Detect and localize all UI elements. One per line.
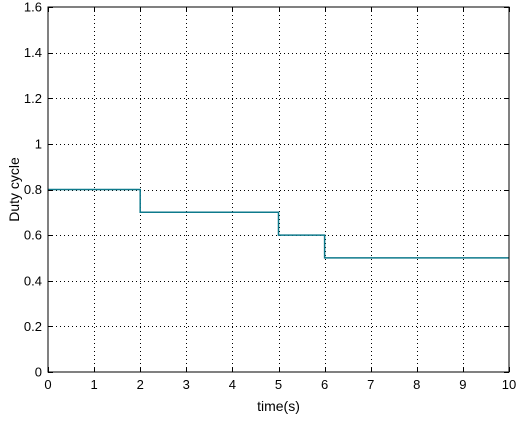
y-tick-label: 1.2 <box>24 91 42 106</box>
y-tick-label: 0.8 <box>24 182 42 197</box>
x-axis-label: time(s) <box>257 398 300 414</box>
x-tick-label: 8 <box>413 377 420 392</box>
ticks <box>48 7 510 373</box>
series-layer <box>48 188 509 259</box>
x-tick-label: 3 <box>183 377 190 392</box>
x-tick-label: 4 <box>229 377 236 392</box>
x-tick-labels: 0 1 2 3 4 5 6 7 8 9 10 <box>44 377 516 392</box>
y-tick-label: 1 <box>35 136 42 151</box>
y-tick-label: 0.4 <box>24 273 42 288</box>
x-tick-label: 5 <box>275 377 282 392</box>
plot-frame <box>47 6 510 373</box>
y-tick-label: 0.2 <box>24 319 42 334</box>
series-line <box>48 188 509 259</box>
y-tick-labels: 0 0.2 0.4 0.6 0.8 1 1.2 1.4 1.6 <box>24 0 42 380</box>
y-tick-label: 0.6 <box>24 228 42 243</box>
grid <box>48 7 509 372</box>
x-tick-label: 2 <box>137 377 144 392</box>
x-tick-label: 0 <box>44 377 51 392</box>
x-tick-label: 7 <box>367 377 374 392</box>
y-tick-label: 1.4 <box>24 45 42 60</box>
x-tick-label: 1 <box>90 377 97 392</box>
x-tick-label: 6 <box>321 377 328 392</box>
y-tick-label: 1.6 <box>24 0 42 15</box>
x-tick-label: 9 <box>459 377 466 392</box>
y-axis-label: Duty cycle <box>6 157 22 222</box>
y-tick-label: 0 <box>35 365 42 380</box>
x-tick-label: 10 <box>502 377 516 392</box>
